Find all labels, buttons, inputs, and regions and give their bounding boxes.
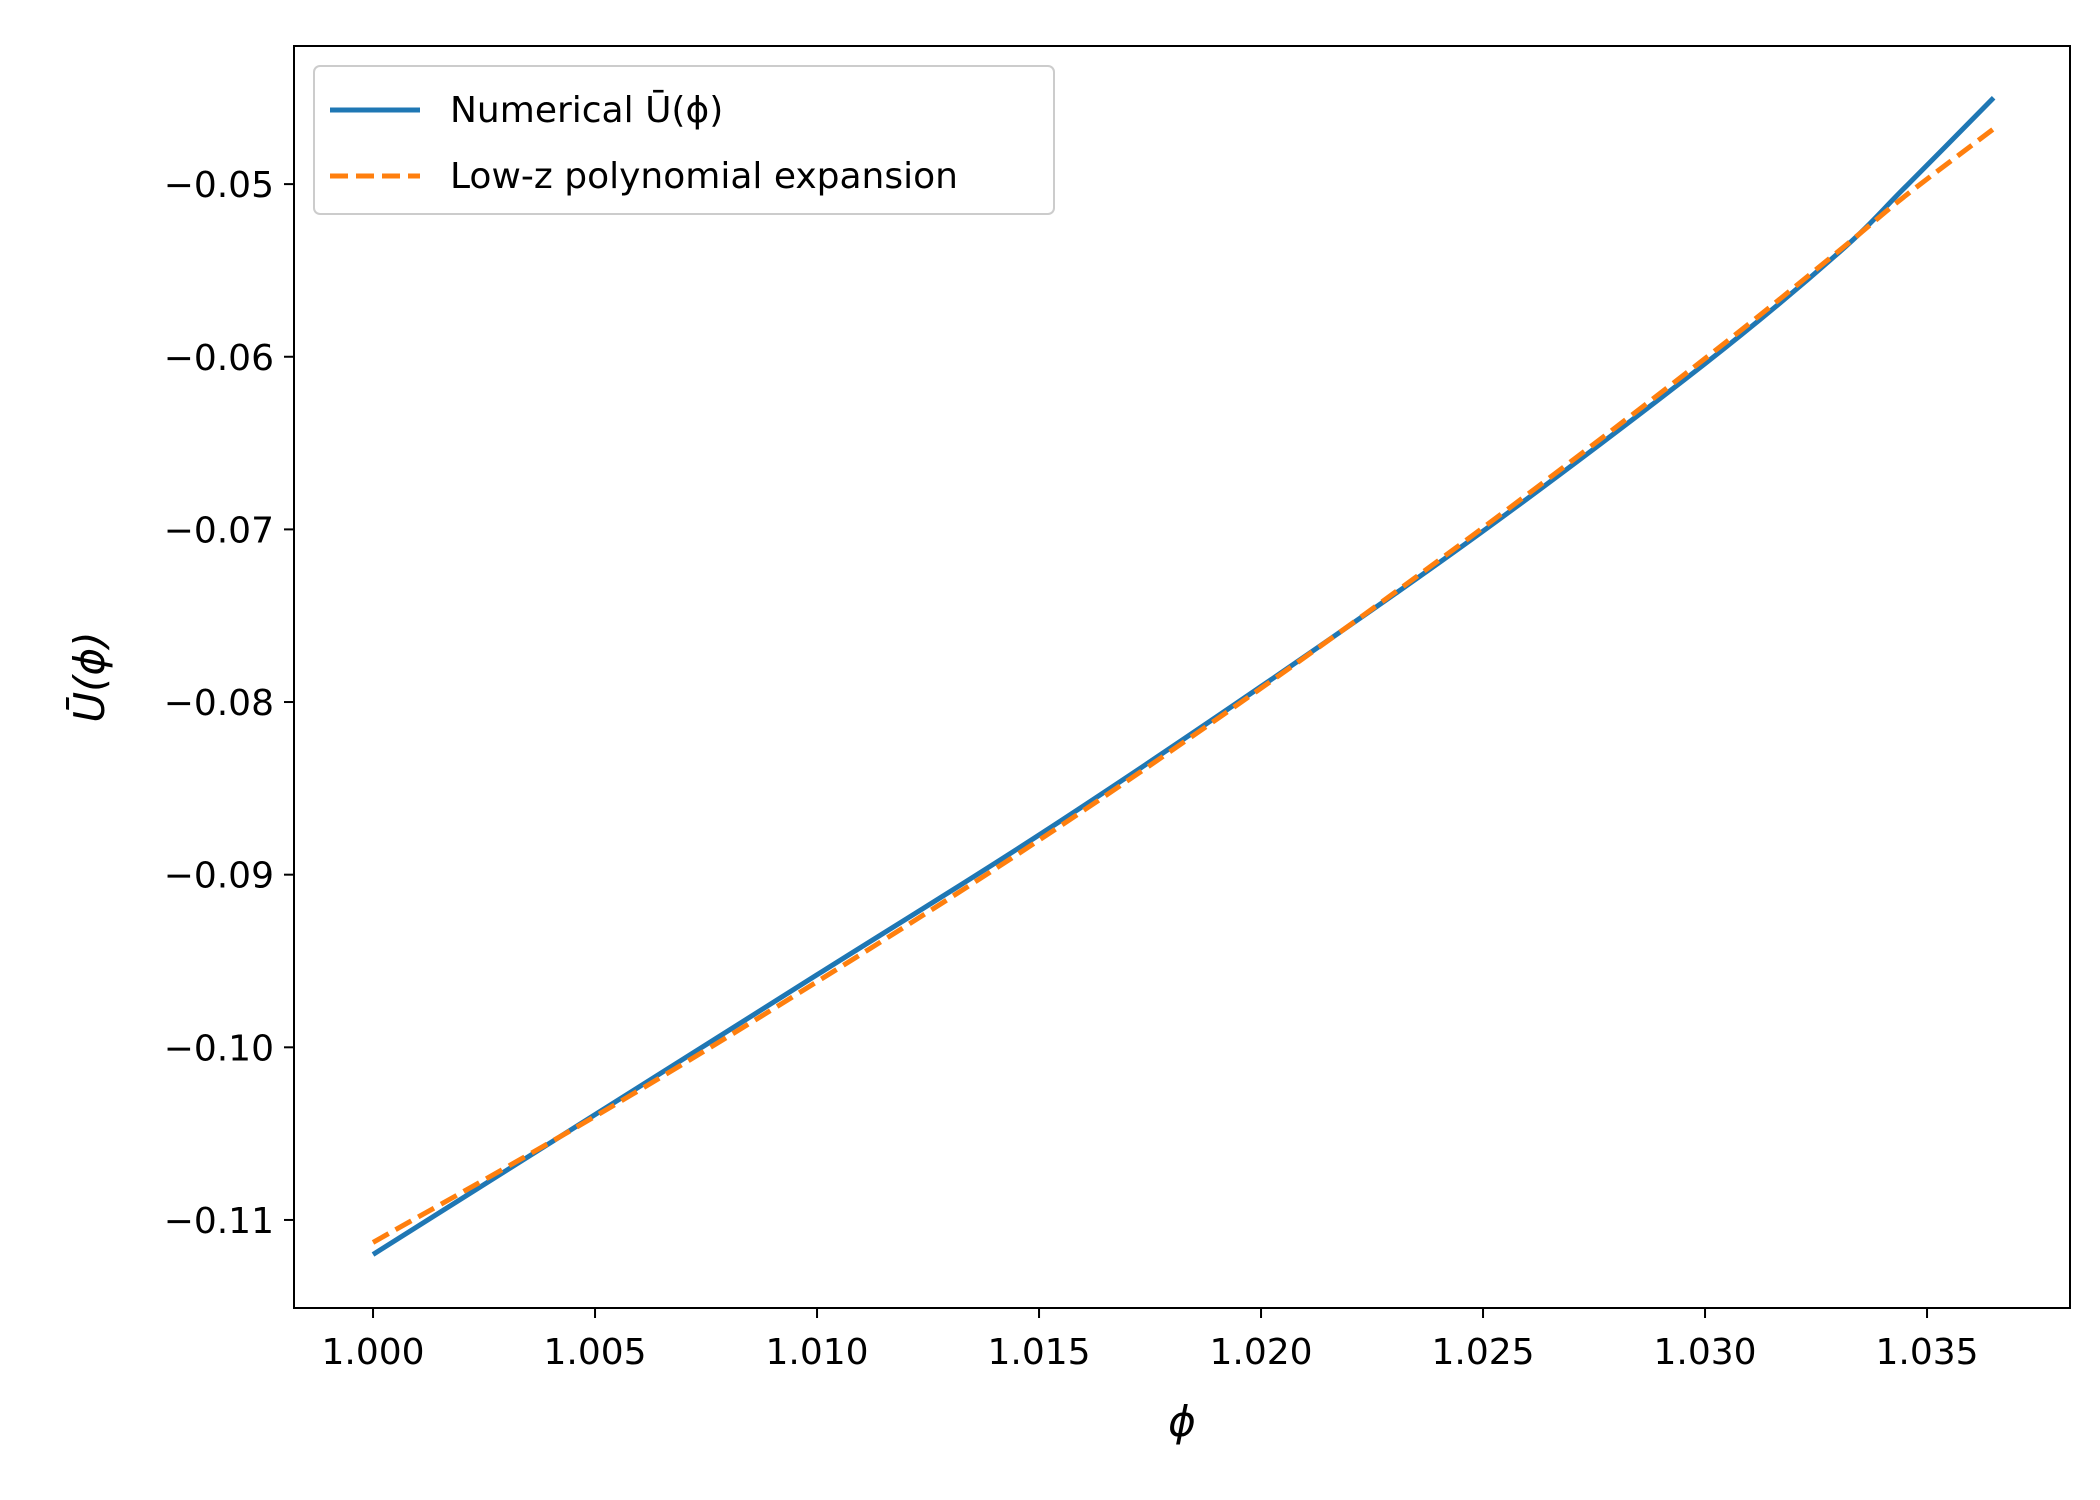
- y-tick-label: −0.08: [164, 683, 274, 724]
- series-line-low-z-polynomial: [371, 126, 1996, 1245]
- x-tick-label: 1.000: [322, 1332, 425, 1373]
- x-tick-label: 1.030: [1654, 1332, 1757, 1373]
- x-tick-label: 1.010: [766, 1332, 869, 1373]
- x-axis-label: ϕ: [1168, 1397, 1196, 1446]
- y-tick-label: −0.05: [164, 165, 274, 206]
- legend-box: [313, 65, 1055, 215]
- y-tick-label: −0.07: [164, 510, 274, 551]
- y-tick-label: −0.11: [164, 1201, 274, 1242]
- y-tick-label: −0.06: [164, 338, 274, 379]
- x-tick-label: 1.035: [1876, 1332, 1979, 1373]
- legend-label-low-z-polynomial: Low-z polynomial expansion: [450, 156, 958, 197]
- legend: Numerical Ū(ϕ) Low-z polynomial expansio…: [313, 65, 1055, 215]
- series-layer: [371, 96, 1996, 1257]
- x-tick-label: 1.015: [988, 1332, 1091, 1373]
- x-tick-label: 1.005: [544, 1332, 647, 1373]
- plot-frame: [293, 45, 2071, 1309]
- x-axis-ticks: 1.000 1.005 1.010 1.015 1.020 1.025 1.030 1.035: [322, 1308, 1979, 1373]
- y-tick-label: −0.10: [164, 1028, 274, 1069]
- y-tick-label: −0.09: [164, 856, 274, 897]
- y-axis-ticks: −0.11 −0.10 −0.09 −0.08 −0.07 −0.06 −0.05: [164, 165, 294, 1242]
- y-axis-label: Ū(ϕ): [65, 631, 114, 722]
- x-tick-label: 1.020: [1210, 1332, 1313, 1373]
- x-tick-label: 1.025: [1432, 1332, 1535, 1373]
- legend-label-numerical: Numerical Ū(ϕ): [450, 90, 723, 131]
